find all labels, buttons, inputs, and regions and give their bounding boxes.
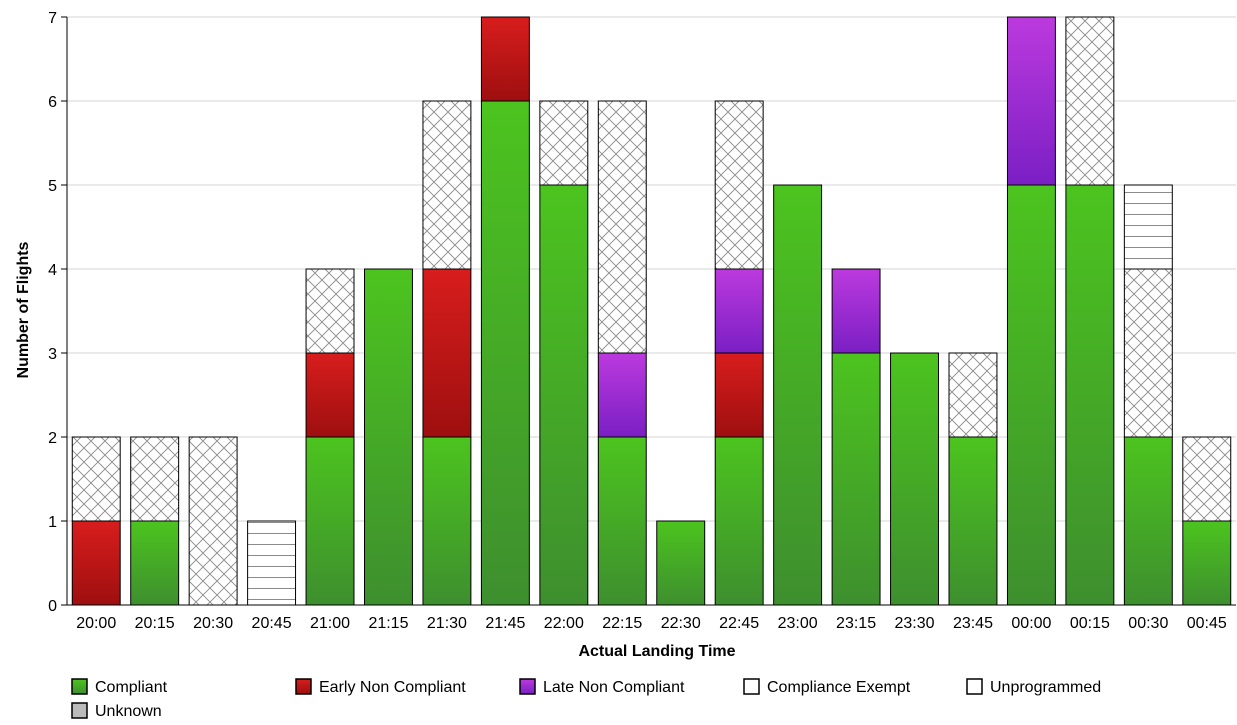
bar-segment-compliant bbox=[1065, 184, 1115, 606]
bar-segment-compliant bbox=[305, 436, 355, 606]
bar-segment-compliant bbox=[890, 352, 939, 606]
bar-segment-early-non-compliant bbox=[305, 352, 355, 438]
x-tick-label: 00:15 bbox=[1070, 615, 1110, 632]
x-tick-label: 20:00 bbox=[76, 615, 116, 632]
bar-segment-compliant bbox=[130, 520, 180, 606]
bar-segment-compliant bbox=[539, 184, 589, 606]
grid-lines bbox=[67, 16, 1236, 522]
bar-segment-early-non-compliant bbox=[480, 16, 530, 102]
bar-segment-early-non-compliant bbox=[714, 352, 764, 438]
legend-swatch bbox=[519, 678, 536, 695]
x-tick-label: 21:15 bbox=[368, 615, 408, 632]
x-tick-label: 23:45 bbox=[953, 615, 993, 632]
bar-segment-compliance-exempt bbox=[714, 100, 764, 270]
bar-segment-late-non-compliant bbox=[831, 268, 881, 354]
bar-segment-compliant bbox=[714, 436, 764, 606]
y-tick-label: 2 bbox=[48, 430, 57, 447]
bar-segment-compliant bbox=[1182, 520, 1232, 606]
bar-segment-compliance-exempt bbox=[597, 100, 647, 354]
x-tick-label: 00:00 bbox=[1011, 615, 1051, 632]
x-axis-title: Actual Landing Time bbox=[578, 643, 735, 660]
bar-segment-compliance-exempt bbox=[130, 436, 180, 522]
legend: Compliant Early Non Compliant Late Non Com… bbox=[71, 678, 1101, 720]
y-tick-label: 7 bbox=[48, 10, 57, 27]
x-tick-label: 20:45 bbox=[252, 615, 292, 632]
x-tick-label: 22:30 bbox=[661, 615, 701, 632]
y-tick-label: 6 bbox=[48, 94, 57, 111]
legend-label: Compliant bbox=[95, 679, 168, 696]
legend-label: Compliance Exempt bbox=[767, 679, 911, 696]
bar-segment-compliance-exempt bbox=[1182, 436, 1232, 522]
bar-segment-compliance-exempt bbox=[305, 268, 355, 354]
bar-segment-compliant bbox=[773, 184, 823, 606]
legend-swatch bbox=[71, 678, 88, 695]
y-tick-label: 3 bbox=[48, 346, 57, 363]
legend-swatch bbox=[71, 702, 88, 719]
bar-segment-compliant bbox=[597, 436, 647, 606]
bar-segment-unprogrammed bbox=[247, 520, 297, 606]
legend-label: Unknown bbox=[95, 703, 162, 720]
x-tick-label: 20:30 bbox=[193, 615, 233, 632]
bar-segment-late-non-compliant bbox=[597, 352, 647, 438]
bar-segment-compliant bbox=[656, 520, 706, 606]
legend-swatch bbox=[966, 678, 983, 695]
bar-segment-compliant bbox=[422, 436, 472, 606]
legend-swatch bbox=[295, 678, 312, 695]
bar-segment-compliant bbox=[1006, 184, 1056, 606]
bar-segment-compliant bbox=[364, 268, 413, 606]
bar-segment-compliance-exempt bbox=[188, 436, 238, 606]
bar-segment-compliance-exempt bbox=[422, 100, 472, 270]
bar-segment-compliant bbox=[831, 352, 881, 606]
bar-segment-late-non-compliant bbox=[714, 268, 764, 354]
x-tick-label: 00:30 bbox=[1128, 615, 1168, 632]
bar-segment-compliance-exempt bbox=[539, 100, 589, 186]
bar-segment-compliant bbox=[1123, 436, 1173, 606]
y-tick-label: 5 bbox=[48, 178, 57, 195]
bar-segment-compliance-exempt bbox=[948, 352, 998, 438]
y-axis-title: Number of Flights bbox=[15, 241, 32, 378]
bar-segment-compliance-exempt bbox=[71, 436, 121, 522]
x-tick-label: 22:15 bbox=[602, 615, 642, 632]
y-tick-label: 4 bbox=[48, 262, 57, 279]
bar-segment-compliance-exempt bbox=[1065, 16, 1115, 186]
x-tick-label: 21:30 bbox=[427, 615, 467, 632]
bar-segment-compliant bbox=[480, 100, 530, 606]
legend-label: Late Non Compliant bbox=[543, 679, 685, 696]
x-tick-label: 00:45 bbox=[1187, 615, 1227, 632]
bar-segment-compliance-exempt bbox=[1123, 268, 1173, 438]
x-tick-label: 23:00 bbox=[778, 615, 818, 632]
bar-segment-late-non-compliant bbox=[1006, 16, 1056, 186]
x-tick-label: 21:00 bbox=[310, 615, 350, 632]
x-tick-label: 20:15 bbox=[135, 615, 175, 632]
bar-segment-early-non-compliant bbox=[71, 520, 121, 606]
x-tick-label: 21:45 bbox=[485, 615, 525, 632]
x-tick-label: 22:45 bbox=[719, 615, 759, 632]
y-tick-label: 0 bbox=[48, 598, 57, 615]
legend-swatch bbox=[743, 678, 760, 695]
axes: 0 1 2 3 4 5 6 7 20:00 20:15 20:30 20:45 21:00 21:15 21… bbox=[48, 10, 1236, 632]
bars bbox=[71, 16, 1232, 606]
bar-segment-compliant bbox=[948, 436, 998, 606]
legend-label: Early Non Compliant bbox=[319, 679, 466, 696]
bar-segment-unprogrammed bbox=[1123, 184, 1173, 270]
y-tick-label: 1 bbox=[48, 514, 57, 531]
legend-label: Unprogrammed bbox=[990, 679, 1101, 696]
bar-segment-early-non-compliant bbox=[422, 268, 472, 438]
x-tick-label: 22:00 bbox=[544, 615, 584, 632]
x-tick-label: 23:30 bbox=[895, 615, 935, 632]
x-tick-label: 23:15 bbox=[836, 615, 876, 632]
